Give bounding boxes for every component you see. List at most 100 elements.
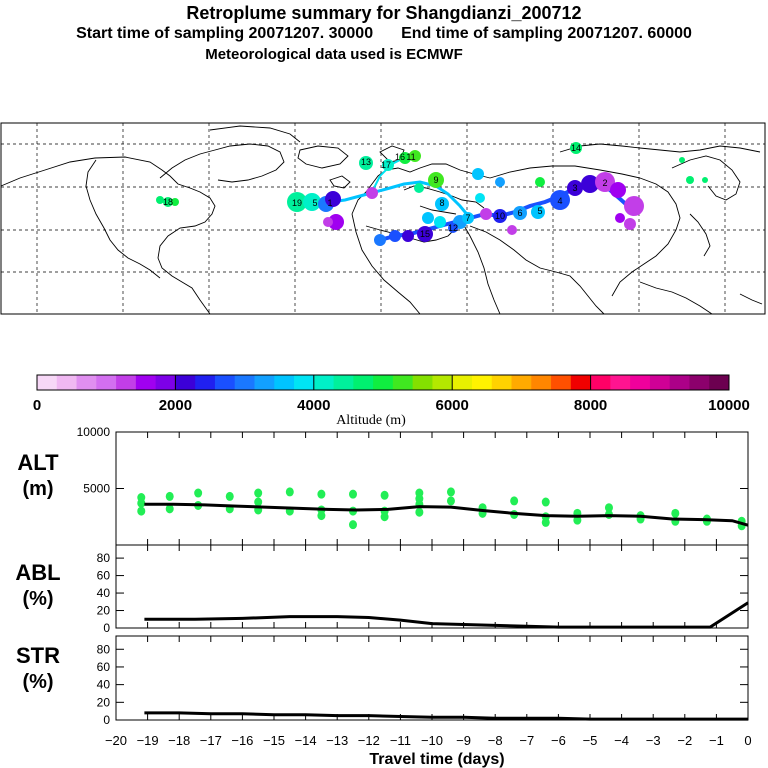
- plume-dot: [323, 217, 333, 227]
- travel-time-axis: −20 −19 −18 −17 −16 −15 −14 −13 −12 −11 −10 −9 −8 −7−…: [105, 733, 752, 748]
- series-line-abl: [144, 601, 749, 629]
- altitude-point: [415, 507, 424, 517]
- plume-dot: [171, 198, 179, 206]
- altitude-point: [671, 508, 680, 518]
- y-tick-label: 40: [97, 678, 111, 692]
- colorbar-cell: [551, 375, 572, 390]
- plume-dot: [567, 180, 583, 196]
- colorbar-tick-label: 8000: [574, 397, 607, 414]
- altitude-point: [254, 497, 263, 507]
- map-frame: [0, 122, 766, 315]
- panel-yunit: (%): [22, 588, 53, 610]
- altitude-point: [285, 487, 294, 497]
- altitude-colorbar: 0 2000 4000 6000 8000 10000 Altitude (m): [33, 374, 750, 428]
- x-tick-label: −15: [263, 733, 285, 748]
- y-tick-label: 20: [97, 695, 111, 709]
- plume-number-label: 6: [517, 208, 522, 218]
- y-tick-label: 20: [97, 604, 111, 618]
- y-tick-label: 5000: [83, 482, 110, 496]
- plume-dot: [417, 226, 433, 242]
- plume-dot: [448, 223, 458, 233]
- plume-number-label: 5: [312, 198, 317, 208]
- panel-alt: ALT (m) 5000 10000: [17, 425, 749, 546]
- altitude-point: [194, 488, 203, 498]
- plume-number-label: 14: [571, 143, 581, 153]
- plume-number-label: 3: [572, 183, 577, 193]
- plume-number-label: 11: [406, 152, 415, 162]
- colorbar-cell: [214, 375, 236, 390]
- colorbar-tick-label: 4000: [297, 397, 330, 414]
- x-tick-label: −1: [709, 733, 724, 748]
- x-tick-label: −19: [137, 733, 159, 748]
- plume-number-label: 12: [448, 223, 458, 233]
- plume-number-label: 15: [420, 229, 430, 239]
- panel-ylabel: STR: [16, 643, 60, 668]
- colorbar-tick-label: 10000: [708, 397, 750, 414]
- altitude-point: [137, 506, 146, 516]
- colorbar-cell: [452, 375, 473, 390]
- colorbar-tick-label: 2000: [159, 397, 192, 414]
- altitude-point: [541, 497, 550, 507]
- panel-str: STR (%) 0 20 40 60 80: [16, 635, 749, 727]
- x-tick-label: 0: [744, 733, 751, 748]
- x-tick-label: −2: [677, 733, 692, 748]
- plume-dot: [472, 168, 484, 180]
- colorbar-cell: [135, 375, 157, 390]
- altitude-point: [349, 489, 357, 499]
- plume-dot: [156, 196, 164, 204]
- colorbar-cell: [471, 375, 493, 390]
- x-tick-label: −8: [488, 733, 503, 748]
- x-tick-label: −17: [200, 733, 222, 748]
- plume-dot: [434, 216, 446, 228]
- plume-dot: [570, 142, 582, 154]
- plume-dot: [328, 214, 344, 230]
- plume-dot: [422, 212, 434, 224]
- altitude-point: [380, 490, 389, 500]
- plume-dot: [402, 230, 414, 242]
- plume-dot: [624, 196, 644, 216]
- colorbar-cell: [195, 375, 216, 390]
- plume-dot: [624, 218, 636, 230]
- colorbar-cell: [294, 375, 315, 390]
- met-data-label: Meteorological data used is ECMWF: [205, 46, 463, 63]
- plume-dot: [325, 191, 341, 207]
- y-tick-label: 60: [97, 569, 111, 583]
- colorbar-cell: [116, 375, 137, 390]
- plume-dot: [702, 177, 708, 183]
- altitude-point: [165, 491, 174, 501]
- altitude-point: [165, 504, 174, 514]
- x-tick-label: −6: [551, 733, 566, 748]
- altitude-point: [510, 496, 519, 506]
- colorbar-cell: [175, 375, 196, 390]
- plume-dot: [513, 206, 527, 220]
- x-tick-label: −13: [326, 733, 348, 748]
- plume-number-label: 10: [495, 211, 505, 221]
- altitude-point: [137, 498, 146, 508]
- x-tick-label: −3: [646, 733, 661, 748]
- y-tick-label: 40: [97, 586, 111, 600]
- colorbar-tick-label: 6000: [436, 397, 469, 414]
- plume-dot: [287, 192, 307, 212]
- panel-frame: [115, 431, 749, 546]
- colorbar-frame: [36, 374, 730, 391]
- y-tick-label: 60: [97, 660, 111, 674]
- x-tick-label: −10: [421, 733, 443, 748]
- plume-dot: [493, 209, 507, 223]
- colorbar-cell: [254, 375, 275, 390]
- colorbar-cell: [709, 375, 730, 390]
- altitude-point: [541, 517, 550, 527]
- plume-dot: [686, 176, 694, 184]
- plume-number-label: 9: [433, 175, 438, 185]
- x-tick-label: −11: [390, 733, 411, 748]
- y-tick-label: 80: [97, 642, 111, 656]
- colorbar-cell: [274, 375, 295, 390]
- plume-dot: [507, 225, 517, 235]
- colorbar-cell: [353, 375, 374, 390]
- plume-dot: [409, 150, 421, 162]
- colorbar-cell: [669, 375, 690, 390]
- plume-dot: [374, 234, 386, 246]
- x-tick-label: −14: [295, 733, 317, 748]
- plume-number-label: 2: [602, 178, 607, 188]
- plume-number-label: 8: [439, 198, 444, 208]
